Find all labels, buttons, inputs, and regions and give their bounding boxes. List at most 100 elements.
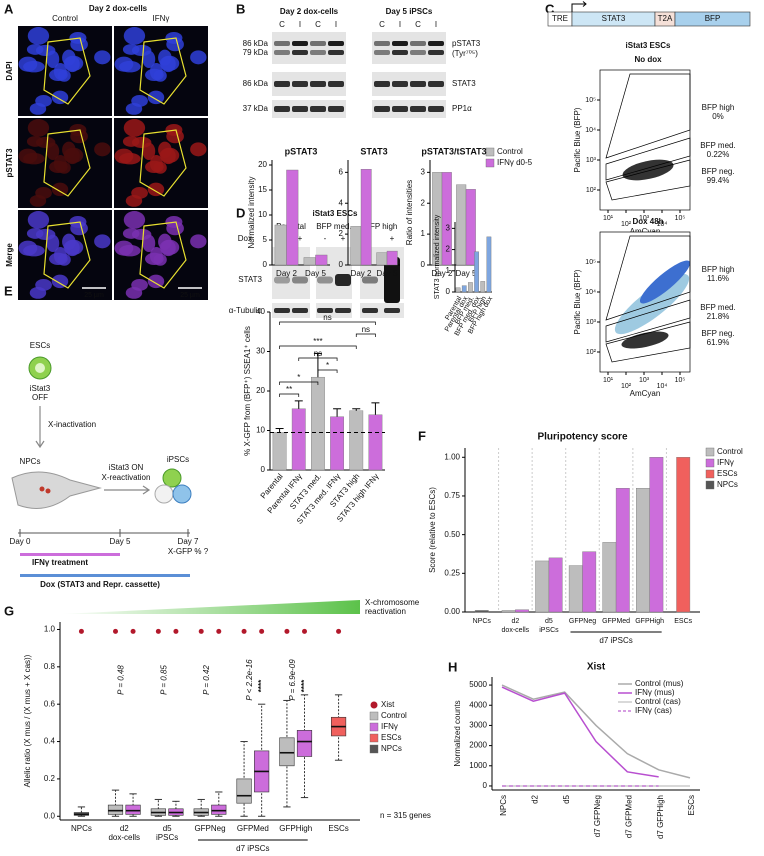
npc-cell: [11, 471, 102, 509]
nucleus: [94, 142, 111, 157]
lane-label: I: [435, 20, 437, 29]
flow-tick-label: 10³: [586, 157, 597, 164]
x-tick-label: Day 5: [456, 269, 477, 278]
row-label: Merge: [5, 243, 14, 267]
band: [410, 50, 426, 55]
blot-strip: [372, 100, 446, 118]
nucleus: [145, 160, 164, 174]
bar: [465, 189, 476, 266]
y-tick-label: 2: [339, 229, 344, 238]
bar: [349, 410, 364, 471]
nucleus: [114, 148, 134, 164]
group-label: d7 iPSCs: [599, 636, 632, 645]
band: [274, 106, 290, 112]
y-tick-label: 20: [256, 386, 265, 395]
x-tick-sublabel: iPSCs: [156, 833, 178, 842]
y-tick-label: 5: [263, 235, 268, 244]
nucleus: [27, 211, 50, 229]
flow-tick-label: 10¹: [603, 215, 614, 222]
nucleus: [70, 221, 88, 236]
x-tick-label: NPCs: [71, 824, 92, 833]
protein-label: pSTAT3: [452, 39, 481, 48]
y-axis-label: Normalized intensity: [247, 176, 256, 248]
promoter-arrow: [571, 1, 587, 12]
legend-label: Control: [497, 147, 523, 156]
flow-axis-label: AmCyan: [630, 227, 661, 236]
flow-tick-label: 10⁴: [585, 127, 596, 134]
blot-group: BFP high: [365, 222, 398, 231]
cell: [154, 484, 174, 504]
x-tick-label: d2: [120, 824, 129, 833]
bar: [486, 236, 492, 293]
arrow: [35, 406, 45, 449]
x-tick-label: Day 5: [377, 269, 398, 278]
xist-point: [302, 628, 307, 634]
band: [410, 41, 426, 46]
marker-label: 86 kDa: [243, 39, 269, 48]
xist-point: [241, 628, 247, 634]
box: [296, 730, 313, 757]
significance: ns: [314, 349, 322, 358]
band: [310, 41, 326, 46]
y-tick-label: 0.25: [444, 568, 460, 577]
dox-bar: [20, 574, 190, 577]
flow-axis-label: Pacific Blue (BFP): [573, 269, 582, 334]
nucleus: [94, 50, 111, 65]
significance: *: [326, 361, 329, 370]
nucleus: [145, 68, 164, 82]
y-tick-label: 30: [256, 347, 265, 356]
flow-subtitle: No dox: [634, 55, 662, 64]
band: [274, 50, 290, 55]
band: [428, 106, 444, 112]
flow-tick-label: 10²: [586, 349, 597, 356]
blot-group: BFP med.: [316, 222, 351, 231]
micrograph: [18, 210, 112, 300]
nucleus: [63, 147, 84, 163]
legend-swatch: [705, 447, 715, 457]
y-tick-label: 1.00: [444, 452, 460, 461]
bar: [368, 414, 383, 471]
blot-strip: [360, 303, 404, 318]
band: [374, 50, 390, 55]
label: Dox (STAT3 and Repr. cassette): [40, 580, 160, 589]
gate-value: 0%: [712, 112, 724, 121]
x-tick-label: ESCs: [328, 824, 348, 833]
band: [410, 106, 426, 112]
blot-strip: [316, 303, 352, 318]
flow-tick-label: 10⁵: [585, 259, 596, 266]
x-tick-label: Day 2: [351, 269, 372, 278]
x-dot: [39, 486, 45, 492]
lane-label: C: [415, 20, 421, 29]
nucleus: [190, 50, 207, 65]
events: [614, 273, 690, 335]
x-tick-label: ESCs: [674, 618, 692, 625]
micrograph: [114, 210, 208, 300]
nucleus: [18, 56, 38, 72]
band: [362, 276, 378, 284]
x-tick-sublabel: dox-cells: [108, 833, 140, 842]
y-tick-label: 0.2: [44, 774, 56, 783]
y-tick-label: 0.4: [44, 737, 56, 746]
x-tick-label: GFPHigh: [635, 618, 664, 625]
y-tick-label: 1000: [469, 761, 487, 770]
micrograph: [114, 26, 208, 116]
bracket: [279, 381, 319, 385]
nucleus: [190, 142, 207, 157]
band: [292, 308, 308, 313]
xist-point: [259, 628, 265, 634]
bar: [456, 184, 467, 266]
x-tick-label: d5: [545, 618, 553, 625]
y-tick-label: 0.6: [44, 699, 56, 708]
outline: [43, 129, 91, 197]
nucleus: [35, 44, 56, 56]
bar: [386, 250, 398, 266]
chart-title: Xist: [587, 662, 606, 673]
dox-sign: -: [324, 234, 327, 243]
nucleus: [27, 27, 50, 45]
bracket: [355, 333, 376, 337]
y-tick-label: 2000: [469, 741, 487, 750]
band: [292, 106, 308, 112]
legend-label: IFNγ: [717, 458, 734, 467]
legend-swatch: [369, 722, 379, 732]
